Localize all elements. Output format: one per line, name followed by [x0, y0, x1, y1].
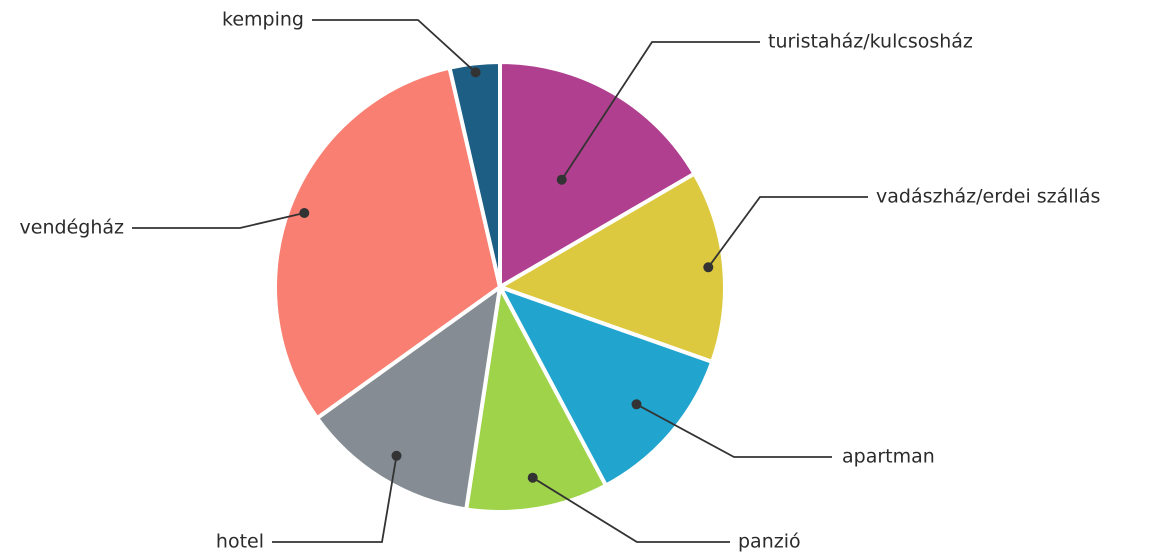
- leader-line-hotel: [272, 455, 398, 543]
- leader-dot-hotel: [391, 450, 402, 461]
- pie-slice-hotel: [315, 285, 502, 512]
- leader-dot-turistahaz-kulcsoshaz: [556, 174, 567, 185]
- pie-slices: [273, 60, 727, 514]
- pie-slice-panzio: [464, 285, 608, 514]
- slice-label-vadaszhaz-erdei-szallas: vadászház/erdei szállás: [876, 186, 1100, 208]
- leader-line-kemping: [312, 19, 477, 74]
- slice-label-vendeghaz: vendégház: [20, 217, 124, 239]
- leader-dot-vendeghaz: [299, 208, 310, 218]
- leader-dot-panzio: [527, 472, 538, 483]
- pie-slice-vendeghaz: [273, 65, 502, 421]
- pie-slice-vadaszhaz-erdei-szallas: [498, 171, 727, 364]
- leader-line-panzio: [532, 476, 730, 543]
- pie-slice-kemping: [447, 60, 502, 289]
- slice-labels: turistaház/kulcsosház vadászház/erdei szá…: [20, 9, 1101, 553]
- leader-dot-kemping: [470, 67, 481, 78]
- leader-dot-apartman: [631, 399, 642, 410]
- pie-slice-apartman: [498, 285, 715, 488]
- leader-line-vendeghaz: [132, 212, 305, 229]
- slice-label-panzio: panzió: [738, 531, 801, 553]
- leader-line-vadaszhaz-erdei-szallas: [707, 196, 868, 268]
- slice-label-turistahaz-kulcsoshaz: turistaház/kulcsosház: [768, 31, 973, 53]
- slice-label-hotel: hotel: [216, 531, 264, 553]
- slice-label-apartman: apartman: [842, 446, 935, 468]
- slice-label-kemping: kemping: [222, 9, 304, 31]
- pie-slice-turistahaz-kulcsoshaz: [498, 60, 697, 289]
- leader-lines: [132, 19, 868, 543]
- leader-dot-vadaszhaz-erdei-szallas: [703, 262, 714, 273]
- leader-line-turistahaz-kulcsoshaz: [560, 41, 760, 181]
- leader-line-apartman: [636, 403, 832, 458]
